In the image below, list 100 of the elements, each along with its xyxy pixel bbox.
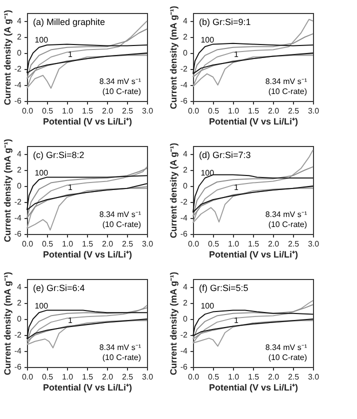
chart-title: (f) Gr:Si=5:5: [199, 283, 248, 293]
x-tick-label: 2.0: [268, 106, 280, 116]
annotation: 1: [68, 182, 73, 192]
y-tick-label: 4: [17, 16, 22, 26]
x-tick-label: 2.0: [268, 240, 280, 248]
chart-title: (e) Gr:Si=6:4: [33, 283, 85, 293]
annotation: 100: [200, 36, 215, 45]
y-tick-label: 2: [183, 166, 188, 174]
y-tick-label: -6: [180, 230, 188, 238]
y-tick-label: 0: [183, 314, 188, 324]
x-tick-label: 2.5: [288, 240, 300, 248]
x-axis-title: Potential (V vs Li/Li⁺): [208, 382, 298, 392]
y-tick-label: 4: [183, 150, 188, 158]
x-tick-label: 2.5: [122, 372, 134, 382]
x-tick-label: 1.0: [228, 372, 240, 382]
y-tick-label: 0: [17, 182, 22, 190]
x-axis-title: Potential (V vs Li/Li⁺): [42, 116, 132, 126]
annotation: 100: [34, 302, 49, 311]
y-tick-label: 2: [17, 166, 22, 174]
x-tick-label: 2.5: [122, 240, 134, 248]
y-tick-label: 2: [183, 32, 188, 42]
annotation: 8.34 mV s⁻¹: [99, 343, 142, 352]
y-tick-label: -2: [14, 330, 22, 340]
x-tick-label: 2.5: [122, 106, 134, 116]
annotation: (10 C-rate): [102, 353, 142, 362]
x-tick-label: 0.0: [22, 240, 34, 248]
x-axis-title: Potential (V vs Li/Li⁺): [208, 116, 298, 126]
x-tick-label: 0.0: [188, 106, 200, 116]
chart-title: (a) Milled graphite: [33, 17, 106, 27]
x-tick-label: 2.5: [288, 372, 300, 382]
chart-title: (b) Gr:Si=9:1: [199, 17, 251, 27]
y-tick-label: -4: [180, 80, 188, 90]
x-tick-label: 1.0: [228, 106, 240, 116]
y-tick-label: -6: [14, 362, 22, 372]
y-tick-label: 4: [183, 282, 188, 292]
y-axis-title: Current density (mA g⁻¹): [168, 272, 178, 376]
y-axis-title: Current density (A g⁻¹): [2, 10, 12, 106]
x-tick-label: 1.5: [82, 372, 94, 382]
annotation: 8.34 mV s⁻¹: [265, 343, 308, 352]
x-tick-label: 2.5: [288, 106, 300, 116]
annotation: (10 C-rate): [102, 220, 142, 229]
annotation: 1: [68, 316, 73, 325]
y-axis-title: Current density (mA g⁻¹): [2, 138, 12, 242]
annotation: 8.34 mV s⁻¹: [99, 77, 142, 86]
y-axis-title: Current density (mA g⁻¹): [168, 6, 178, 110]
y-tick-label: 2: [17, 298, 22, 308]
y-tick-label: -2: [14, 198, 22, 206]
x-tick-label: 2.0: [102, 372, 114, 382]
annotation: 100: [200, 168, 215, 178]
annotation: (10 C-rate): [268, 220, 308, 229]
x-tick-label: 3.0: [142, 106, 154, 116]
x-tick-label: 1.0: [228, 240, 240, 248]
annotation: 8.34 mV s⁻¹: [265, 210, 308, 219]
x-tick-label: 0.5: [42, 240, 54, 248]
y-tick-label: 2: [183, 298, 188, 308]
x-tick-label: 2.0: [102, 106, 114, 116]
y-tick-label: -2: [180, 64, 188, 74]
x-tick-label: 3.0: [142, 240, 154, 248]
y-tick-label: -6: [14, 96, 22, 106]
y-tick-label: -2: [180, 330, 188, 340]
annotation: 8.34 mV s⁻¹: [99, 210, 142, 219]
x-tick-label: 0.0: [22, 106, 34, 116]
x-tick-label: 1.5: [248, 372, 260, 382]
y-tick-label: -2: [14, 64, 22, 74]
x-tick-label: 0.5: [42, 106, 54, 116]
annotation: 1: [234, 50, 239, 59]
annotation: 1: [234, 182, 239, 192]
x-tick-label: 0.5: [208, 372, 220, 382]
y-tick-label: 0: [183, 182, 188, 190]
y-tick-label: 4: [17, 150, 22, 158]
x-tick-label: 1.5: [82, 240, 94, 248]
y-tick-label: -4: [14, 214, 22, 222]
y-tick-label: -6: [180, 362, 188, 372]
annotation: 100: [200, 302, 215, 311]
y-axis-title: Current density (mA g⁻¹): [2, 272, 12, 376]
y-axis-title: Current density (A g⁻¹): [168, 142, 178, 238]
x-tick-label: 0.0: [188, 372, 200, 382]
x-tick-label: 0.5: [208, 240, 220, 248]
y-tick-label: -6: [14, 230, 22, 238]
x-tick-label: 0.5: [208, 106, 220, 116]
y-tick-label: -6: [180, 96, 188, 106]
x-tick-label: 2.0: [268, 372, 280, 382]
x-tick-label: 0.0: [22, 372, 34, 382]
x-tick-label: 1.0: [62, 240, 74, 248]
y-tick-label: 0: [17, 314, 22, 324]
x-tick-label: 0.0: [188, 240, 200, 248]
x-tick-label: 1.5: [82, 106, 94, 116]
x-tick-label: 1.0: [62, 106, 74, 116]
annotation: 1: [234, 316, 239, 325]
y-tick-label: 2: [17, 32, 22, 42]
x-tick-label: 3.0: [308, 106, 320, 116]
x-tick-label: 3.0: [142, 372, 154, 382]
x-tick-label: 1.5: [248, 106, 260, 116]
y-tick-label: -4: [180, 214, 188, 222]
y-tick-label: -2: [180, 198, 188, 206]
y-tick-label: 0: [183, 48, 188, 58]
x-tick-label: 3.0: [308, 240, 320, 248]
annotation: (10 C-rate): [268, 87, 308, 96]
x-axis-title: Potential (V vs Li/Li⁺): [42, 250, 132, 260]
annotation: 100: [34, 36, 49, 45]
